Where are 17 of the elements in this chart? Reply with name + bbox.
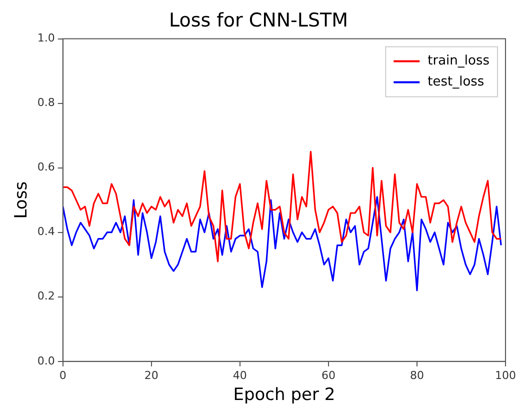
legend-label: test_loss	[428, 74, 484, 90]
x-tick-label: 80	[410, 368, 424, 382]
chart-title: Loss for CNN-LSTM	[168, 9, 348, 32]
y-tick-label: 0.2	[37, 290, 55, 303]
x-axis-title: Epoch per 2	[233, 385, 336, 406]
x-tick-label: 100	[495, 368, 516, 382]
y-tick-label: 0.4	[37, 225, 55, 238]
legend-label: train_loss	[428, 54, 490, 69]
y-axis-title: Loss	[12, 181, 32, 219]
y-tick-label: 1.0	[37, 32, 55, 45]
y-tick-label: 0.8	[37, 96, 55, 110]
x-tick-label: 0	[59, 368, 66, 382]
y-tick-label: 0.6	[37, 160, 55, 174]
x-tick-label: 60	[321, 368, 336, 382]
x-tick-label: 20	[144, 368, 158, 382]
x-tick-label: 40	[232, 368, 247, 382]
y-tick-label: 0.0	[37, 354, 55, 368]
